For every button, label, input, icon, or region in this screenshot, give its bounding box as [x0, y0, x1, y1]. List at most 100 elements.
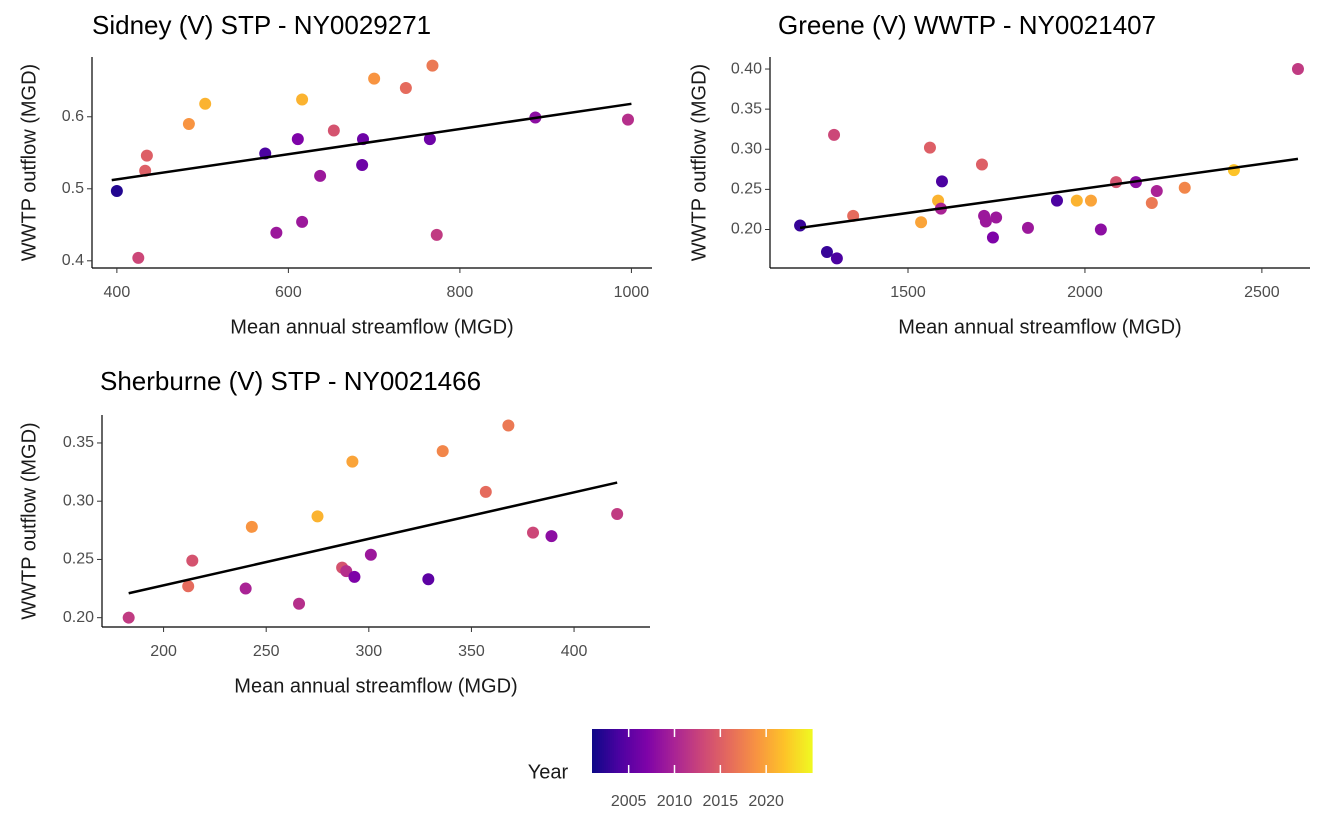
point: [122, 611, 135, 624]
colorbar-slice: [642, 729, 645, 773]
point: [423, 133, 436, 146]
colorbar-slice: [594, 729, 597, 773]
colorbar-slice: [810, 729, 813, 773]
point: [975, 158, 988, 171]
x-axis-title: Mean annual streamflow (MGD): [230, 316, 513, 338]
y-tick-label: 0.20: [63, 609, 94, 626]
x-tick-label: 2000: [1067, 284, 1103, 301]
point: [327, 124, 340, 137]
point: [1094, 223, 1107, 236]
point: [186, 554, 199, 567]
colorbar-slice: [736, 729, 739, 773]
colorbar-tick-label: 2010: [657, 793, 693, 810]
colorbar-slice: [802, 729, 805, 773]
point: [399, 81, 412, 94]
colorbar-slice: [658, 729, 661, 773]
point: [291, 133, 304, 146]
colorbar-slice: [666, 729, 669, 773]
colorbar-slice: [602, 729, 605, 773]
colorbar-slice: [640, 729, 643, 773]
y-tick-label: 0.35: [731, 100, 762, 117]
colorbar-slice: [790, 729, 793, 773]
point: [502, 419, 515, 432]
colorbar-slice: [664, 729, 667, 773]
colorbar-slice: [738, 729, 741, 773]
y-tick-label: 0.40: [731, 60, 762, 77]
colorbar-slice: [788, 729, 791, 773]
x-tick-label: 350: [458, 643, 485, 660]
colorbar-slice: [650, 729, 653, 773]
colorbar-slice: [676, 729, 679, 773]
point: [1021, 221, 1034, 234]
y-tick-label: 0.6: [62, 108, 84, 125]
point: [346, 455, 359, 468]
point: [794, 219, 807, 232]
colorbar-slice: [600, 729, 603, 773]
colorbar-slice: [656, 729, 659, 773]
y-axis-title: WWTP outflow (MGD): [688, 64, 710, 261]
y-tick-label: 0.5: [62, 180, 84, 197]
point: [314, 169, 327, 182]
colorbar-slice: [686, 729, 689, 773]
x-tick-label: 400: [104, 284, 131, 301]
colorbar-slice: [638, 729, 641, 773]
point: [430, 228, 443, 241]
colorbar-slice: [766, 729, 769, 773]
point: [915, 216, 928, 229]
colorbar-slice: [806, 729, 809, 773]
x-tick-label: 400: [561, 643, 588, 660]
point: [1050, 194, 1063, 207]
colorbar-tick-label: 2015: [703, 793, 739, 810]
colorbar-slice: [730, 729, 733, 773]
x-tick-label: 2500: [1244, 284, 1280, 301]
y-tick-label: 0.30: [731, 140, 762, 157]
colorbar-slice: [606, 729, 609, 773]
point: [140, 149, 153, 162]
colorbar-slice: [722, 729, 725, 773]
y-tick-label: 0.20: [731, 221, 762, 238]
point: [311, 510, 324, 523]
point: [545, 530, 558, 543]
point: [436, 445, 449, 458]
x-tick-label: 1500: [890, 284, 926, 301]
colorbar-slice: [632, 729, 635, 773]
colorbar-slice: [714, 729, 717, 773]
y-tick-label: 0.25: [63, 551, 94, 568]
colorbar-slice: [758, 729, 761, 773]
colorbar-slice: [630, 729, 633, 773]
colorbar-slice: [616, 729, 619, 773]
point: [979, 215, 992, 228]
x-tick-label: 200: [150, 643, 177, 660]
point: [830, 252, 843, 265]
legend-title: Year: [528, 761, 569, 783]
point: [199, 97, 212, 110]
trend-line: [128, 481, 618, 595]
colorbar-slice: [654, 729, 657, 773]
colorbar-slice: [770, 729, 773, 773]
x-tick-label: 250: [253, 643, 280, 660]
y-axis-title: WWTP outflow (MGD): [18, 422, 40, 619]
colorbar-slice: [612, 729, 615, 773]
colorbar-slice: [660, 729, 663, 773]
colorbar-slice: [708, 729, 711, 773]
y-tick-label: 0.4: [62, 252, 84, 269]
colorbar-slice: [780, 729, 783, 773]
colorbar-slice: [726, 729, 729, 773]
x-tick-label: 600: [275, 284, 302, 301]
colorbar-slice: [792, 729, 795, 773]
colorbar-slice: [646, 729, 649, 773]
colorbar-slice: [674, 729, 677, 773]
colorbar-slice: [596, 729, 599, 773]
colorbar-slice: [724, 729, 727, 773]
colorbar-tick-label: 2020: [748, 793, 784, 810]
point: [182, 580, 195, 593]
colorbar-slice: [762, 729, 765, 773]
colorbar-slice: [700, 729, 703, 773]
colorbar-slice: [776, 729, 779, 773]
point: [820, 245, 833, 258]
trend-line: [799, 157, 1299, 230]
colorbar-slice: [662, 729, 665, 773]
point: [1084, 194, 1097, 207]
colorbar-slice: [734, 729, 737, 773]
